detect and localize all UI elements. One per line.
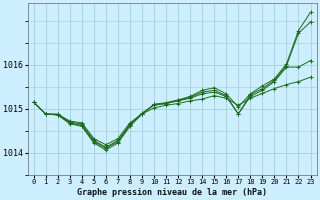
X-axis label: Graphe pression niveau de la mer (hPa): Graphe pression niveau de la mer (hPa): [77, 188, 267, 197]
